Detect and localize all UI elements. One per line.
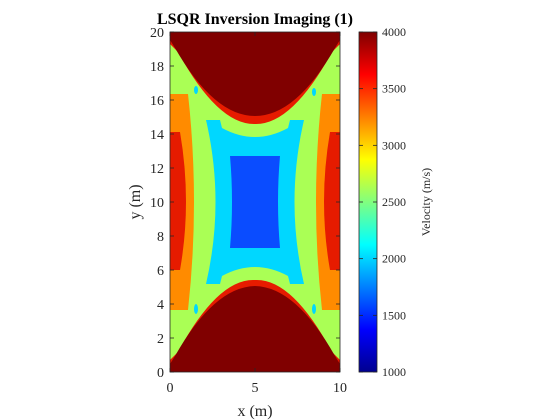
y-tick-label: 6 — [157, 264, 164, 279]
y-tick-label: 14 — [150, 128, 164, 143]
x-axis: 0 5 10 — [167, 32, 347, 396]
colorbar-tick-label: 3500 — [382, 82, 406, 96]
cyan-spot-bottom-right — [312, 304, 316, 314]
y-axis-label: y (m) — [127, 184, 144, 219]
right-red-zone — [324, 132, 340, 270]
y-tick-label: 4 — [157, 298, 164, 313]
colorbar-tick-label: 1500 — [382, 308, 406, 322]
y-tick-label: 20 — [150, 26, 164, 41]
y-tick-label: 0 — [157, 366, 164, 381]
y-tick-label: 12 — [150, 162, 164, 177]
y-tick-label: 2 — [157, 332, 164, 347]
chart-title: LSQR Inversion Imaging (1) — [157, 11, 353, 28]
plot-area — [170, 32, 340, 372]
colorbar-label: Velocity (m/s) — [419, 168, 433, 236]
x-axis-label: x (m) — [237, 403, 272, 420]
colorbar-tick-label: 3000 — [382, 138, 406, 152]
x-tick-label: 0 — [167, 381, 174, 396]
colorbar-tick-label: 1000 — [382, 365, 406, 379]
colorbar-tick-label: 2000 — [382, 252, 406, 266]
left-red-zone — [170, 132, 186, 270]
y-tick-label: 18 — [150, 60, 164, 75]
x-tick-label: 10 — [333, 381, 347, 396]
colorbar-ticks: 1000 1500 2000 2500 3000 3500 4000 — [359, 25, 406, 379]
colorbar: 1000 1500 2000 2500 3000 3500 4000 Velocity (m… — [358, 25, 433, 379]
cyan-spot-top-left — [194, 86, 198, 94]
y-tick-label: 16 — [150, 94, 164, 109]
blue-core-zone — [230, 156, 280, 248]
y-tick-label: 8 — [157, 230, 164, 245]
colorbar-tick-label: 2500 — [382, 195, 406, 209]
y-axis: 0 2 4 6 8 10 12 14 16 18 20 — [150, 26, 340, 381]
top-high-velocity-zone — [170, 32, 340, 116]
cyan-spot-top-right — [312, 88, 316, 96]
y-tick-label: 10 — [150, 196, 164, 211]
cyan-spot-bottom-left — [194, 304, 198, 314]
x-tick-label: 5 — [252, 381, 259, 396]
colorbar-tick-label: 4000 — [382, 25, 406, 39]
bottom-high-velocity-zone — [170, 286, 340, 372]
